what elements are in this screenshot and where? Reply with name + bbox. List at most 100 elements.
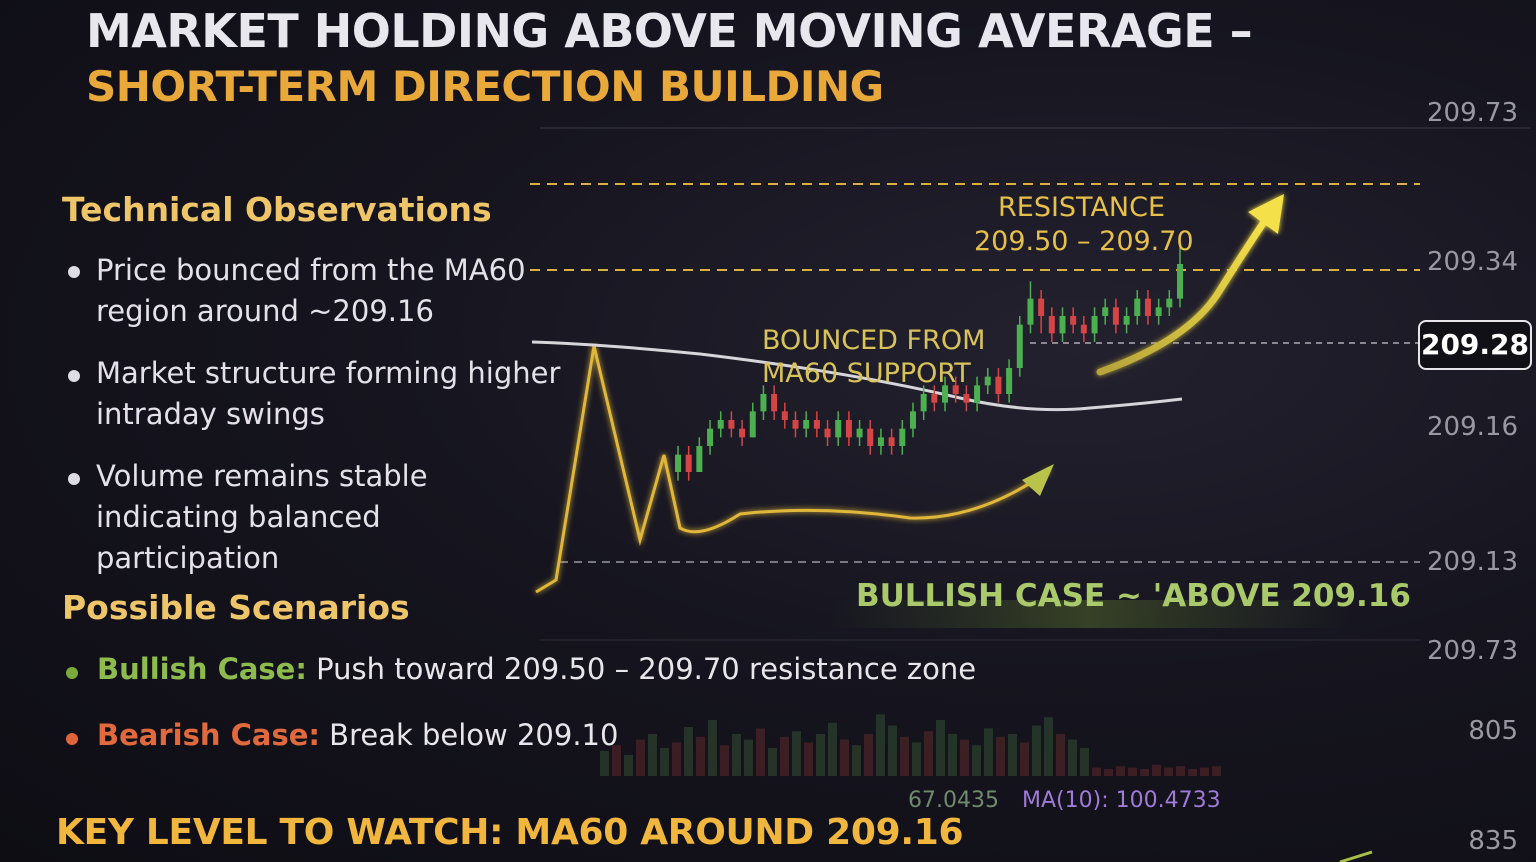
candle-body [899,428,906,446]
volume-bar [888,725,897,776]
bullish-dot [66,667,78,679]
candle-body [685,454,692,472]
bullish-case-annotation: BULLISH CASE ~ 'ABOVE 209.16 [856,578,1411,614]
bearish-label: Bearish Case: [97,718,320,752]
volume-bar [792,731,801,776]
bullish-label: Bullish Case: [97,652,307,686]
bullish-text: Push toward 209.50 – 209.70 resistance z… [306,652,977,686]
volume-bar [972,745,981,776]
candle-body [1038,298,1045,316]
volume-bar [876,714,885,776]
volume-bar [996,736,1005,776]
candle-body [1091,316,1098,334]
bearish-text: Break below 209.10 [319,718,619,752]
candle-body [867,428,874,446]
price-trace-line [535,345,1051,594]
volume-bar [780,736,789,776]
volume-bar [840,739,849,776]
candle-body [728,420,735,429]
scenarios-heading: Possible Scenarios [62,588,410,627]
candle-body [963,394,970,403]
volume-bar [1116,766,1125,776]
resistance-range: 209.50 – 209.70 [974,226,1194,257]
y-axis-label: 209.34 [1427,247,1518,277]
volume-bar [816,734,825,776]
bullish-arrow-head [1248,194,1284,234]
volume-bar [852,745,861,776]
candle-body [1155,307,1162,316]
bearish-dot [66,733,78,745]
volume-bar [672,742,681,776]
volume-bar [720,745,729,776]
y-axis-label: 835 [1468,826,1518,856]
volume-bar [1032,725,1041,776]
bullish-scenario: Bullish Case: Push toward 209.50 – 209.7… [97,652,976,686]
candle-body [1070,316,1077,325]
y-axis-label: 209.13 [1427,547,1518,577]
bullet-dot [68,473,80,485]
volume-bar [1020,742,1029,776]
volume-bar [1164,767,1173,776]
candle-body [995,376,1002,394]
volume-bar [1200,767,1209,776]
y-axis-label: 805 [1468,716,1518,746]
volume-bar [948,734,957,776]
volume-bar [660,748,669,776]
volume-bar [756,728,765,776]
volume-bar [1044,717,1053,776]
volume-bar [1092,767,1101,776]
candle-body [1177,264,1183,299]
current-price-tag: 209.28 [1418,320,1532,370]
volume-bar [924,731,933,776]
volume-bar [732,734,741,776]
candle-body [781,411,788,420]
volume-bar [768,748,777,776]
title-line-1: MARKET HOLDING ABOVE MOVING AVERAGE – [86,4,1253,58]
candle-body [877,437,884,446]
candle-body [1144,298,1151,316]
candle-body [792,420,799,429]
candle-body [942,385,949,403]
volume-bar [864,734,873,776]
candle-body [931,394,938,403]
volume-bar [900,736,909,776]
resistance-label: RESISTANCE [998,192,1166,223]
bearish-scenario: Bearish Case: Break below 209.10 [97,718,618,752]
lower-arrow-head [1022,464,1054,496]
volume-bar [1080,748,1089,776]
volume-bar [1008,734,1017,776]
volume-bar [936,720,945,776]
candle-body [1102,307,1109,316]
candle-body [824,428,831,438]
volume-bar [912,742,921,776]
candle-body [696,446,703,472]
candle-body [1027,298,1034,325]
volume-bar [828,722,837,776]
observation-item: Volume remains stable indicating balance… [96,459,428,575]
candle-body [1134,298,1141,316]
candle-body [1059,316,1066,334]
candle-body [803,420,810,429]
volume-bar [624,755,633,776]
volume-bar [1128,767,1137,776]
title-line-2: SHORT-TERM DIRECTION BUILDING [86,62,884,111]
candle-body [845,420,852,438]
corner-accent-line [1339,850,1373,862]
candle-body [856,428,863,438]
volume-bar [708,720,717,776]
volume-bar [684,727,693,776]
volume-bar [600,750,609,776]
candle-body [909,411,916,429]
candle-body [739,428,746,438]
volume-bar [636,739,645,776]
volume-bar [648,734,657,776]
candle-body [675,454,681,472]
observation-item: Price bounced from the MA60 region aroun… [96,253,526,328]
candle-body [813,420,820,429]
candle-body [707,428,714,446]
y-axis-label: 209.73 [1427,98,1518,128]
candle-body [835,420,842,438]
volume-bar [1212,766,1221,776]
candle-body [1016,324,1023,368]
